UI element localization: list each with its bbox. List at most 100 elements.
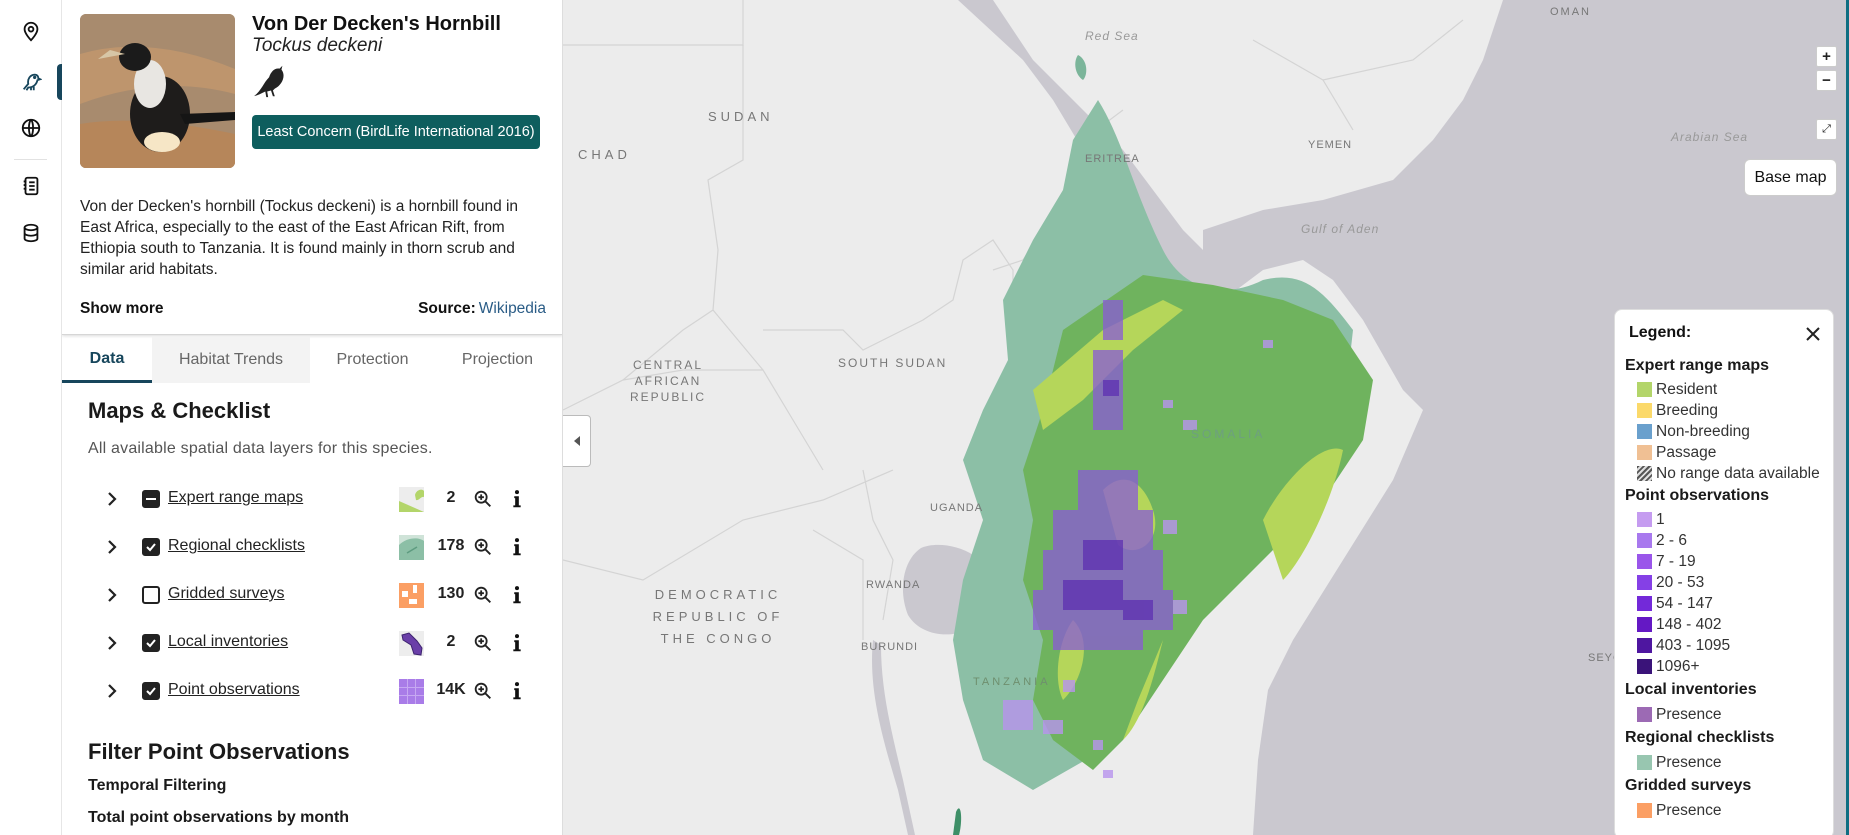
info-icon[interactable] xyxy=(506,680,528,702)
legend-swatch xyxy=(1637,382,1652,397)
species-scientific-name: Tockus deckeni xyxy=(252,35,383,56)
chevron-right-icon[interactable] xyxy=(102,681,122,701)
species-description: Von der Decken's hornbill (Tockus decken… xyxy=(80,198,519,278)
legend-label: 20 - 53 xyxy=(1656,573,1705,591)
legend-group-regional-checklists: Regional checklists xyxy=(1625,729,1775,746)
tab-data[interactable]: Data xyxy=(62,337,152,383)
info-icon[interactable] xyxy=(506,584,528,606)
legend-swatch xyxy=(1637,512,1652,527)
legend-item: 1 xyxy=(1637,509,1665,530)
map-label-arabian-sea: Arabian Sea xyxy=(1671,130,1749,144)
map-label-drc: DEMOCRATIC REPUBLIC OF THE CONGO xyxy=(652,587,784,646)
chevron-right-icon[interactable] xyxy=(102,489,122,509)
zoom-to-layer-icon[interactable] xyxy=(472,632,494,654)
legend-panel: Legend: Expert range maps Resident Breed… xyxy=(1614,309,1834,835)
notebook-icon xyxy=(23,176,39,196)
legend-item: 20 - 53 xyxy=(1637,572,1704,593)
chevron-right-icon[interactable] xyxy=(102,633,122,653)
local-inventories-checkbox[interactable] xyxy=(142,634,160,652)
rail-item-regions[interactable] xyxy=(0,110,62,146)
hornbill-photo-icon xyxy=(80,14,235,168)
legend-item: Presence xyxy=(1637,752,1721,773)
info-icon[interactable] xyxy=(506,488,528,510)
map-view[interactable]: SUDAN CHAD SOUTH SUDAN CENTRAL AFRICAN R… xyxy=(563,0,1849,835)
base-map-button[interactable]: Base map xyxy=(1744,159,1837,196)
regional-checklists-link[interactable]: Regional checklists xyxy=(168,537,305,554)
map-label-sudan: SUDAN xyxy=(708,109,774,124)
legend-item: Breeding xyxy=(1637,400,1718,421)
zoom-out-button[interactable]: − xyxy=(1816,70,1837,91)
legend-swatch xyxy=(1637,803,1652,818)
panel-tabs: Data Habitat Trends Protection Projectio… xyxy=(62,337,562,383)
close-icon[interactable] xyxy=(1803,324,1823,344)
caret-left-icon xyxy=(573,436,580,446)
layer-row-gridded-surveys: Gridded surveys 130 xyxy=(62,580,562,610)
layer-row-local-inventories: Local inventories 2 xyxy=(62,628,562,658)
point-observations-checkbox[interactable] xyxy=(142,682,160,700)
month-chart-heading: Total point observations by month xyxy=(88,809,350,826)
collapse-panel-button[interactable] xyxy=(563,415,591,467)
tab-protection[interactable]: Protection xyxy=(336,351,409,368)
legend-swatch xyxy=(1637,533,1652,548)
info-icon[interactable] xyxy=(506,632,528,654)
zoom-to-layer-icon[interactable] xyxy=(472,536,494,558)
regional-checklists-checkbox[interactable] xyxy=(142,538,160,556)
hatch-swatch xyxy=(1637,466,1652,481)
rail-item-places[interactable] xyxy=(0,13,62,49)
legend-item: 403 - 1095 xyxy=(1637,635,1730,656)
zoom-to-layer-icon[interactable] xyxy=(472,584,494,606)
tab-habitat-trends[interactable]: Habitat Trends xyxy=(152,337,310,383)
show-more-link[interactable]: Show more xyxy=(80,300,164,317)
legend-label: Presence xyxy=(1656,705,1722,723)
legend-swatch xyxy=(1637,554,1652,569)
regional-checklists-count: 178 xyxy=(437,537,465,554)
legend-item: 54 - 147 xyxy=(1637,593,1713,614)
legend-label: Passage xyxy=(1656,443,1717,461)
rail-item-datasets[interactable] xyxy=(0,215,62,251)
info-icon[interactable] xyxy=(506,536,528,558)
temporal-filtering-heading: Temporal Filtering xyxy=(88,777,227,794)
checkmark-icon xyxy=(146,639,156,648)
legend-label: 148 - 402 xyxy=(1656,615,1722,633)
wikipedia-link[interactable]: Wikipedia xyxy=(478,300,546,317)
layer-row-regional-checklists: Regional checklists 178 xyxy=(62,532,562,562)
gridded-surveys-checkbox[interactable] xyxy=(142,586,160,604)
expert-range-link[interactable]: Expert range maps xyxy=(168,489,304,506)
window-edge xyxy=(1846,0,1849,835)
map-label-eritrea: ERITREA xyxy=(1085,153,1140,165)
conservation-status-badge[interactable]: Least Concern (BirdLife International 20… xyxy=(252,115,540,149)
globe-icon xyxy=(21,118,41,138)
zoom-to-layer-icon[interactable] xyxy=(472,488,494,510)
gridded-surveys-link[interactable]: Gridded surveys xyxy=(168,585,285,602)
legend-swatch xyxy=(1637,596,1652,611)
legend-title: Legend: xyxy=(1629,324,1692,341)
expert-range-checkbox[interactable] xyxy=(142,490,160,508)
legend-label: 2 - 6 xyxy=(1656,531,1688,549)
zoom-to-layer-icon[interactable] xyxy=(472,680,494,702)
zoom-in-button[interactable]: + xyxy=(1816,46,1837,67)
chevron-right-icon[interactable] xyxy=(102,585,122,605)
legend-item: 7 - 19 xyxy=(1637,551,1696,572)
legend-label: 1096+ xyxy=(1656,657,1700,675)
species-photo[interactable] xyxy=(80,14,235,168)
rail-item-checklists[interactable] xyxy=(0,168,62,204)
point-observations-link[interactable]: Point observations xyxy=(168,681,300,698)
local-inventories-link[interactable]: Local inventories xyxy=(168,633,289,650)
legend-label: No range data available xyxy=(1656,464,1820,482)
legend-item: Passage xyxy=(1637,442,1716,463)
legend-group-points: Point observations xyxy=(1625,487,1770,504)
map-label-car: CENTRAL AFRICAN REPUBLIC xyxy=(629,358,707,404)
map-label-rwanda: RWANDA xyxy=(866,579,921,591)
fullscreen-button[interactable]: ⤢ xyxy=(1816,119,1837,140)
filter-title: Filter Point Observations xyxy=(88,739,350,764)
description-source: Source: Wikipedia xyxy=(418,300,546,318)
gridded-thumbnail-icon xyxy=(399,583,424,608)
checkmark-icon xyxy=(146,543,156,552)
bird-group-icon xyxy=(253,65,284,98)
tab-projection[interactable]: Projection xyxy=(461,351,534,368)
rail-item-species[interactable] xyxy=(0,64,62,100)
legend-group-expert: Expert range maps xyxy=(1625,357,1770,374)
chevron-right-icon[interactable] xyxy=(102,537,122,557)
map-label-oman: OMAN xyxy=(1550,6,1591,18)
checkmark-icon xyxy=(146,687,156,696)
